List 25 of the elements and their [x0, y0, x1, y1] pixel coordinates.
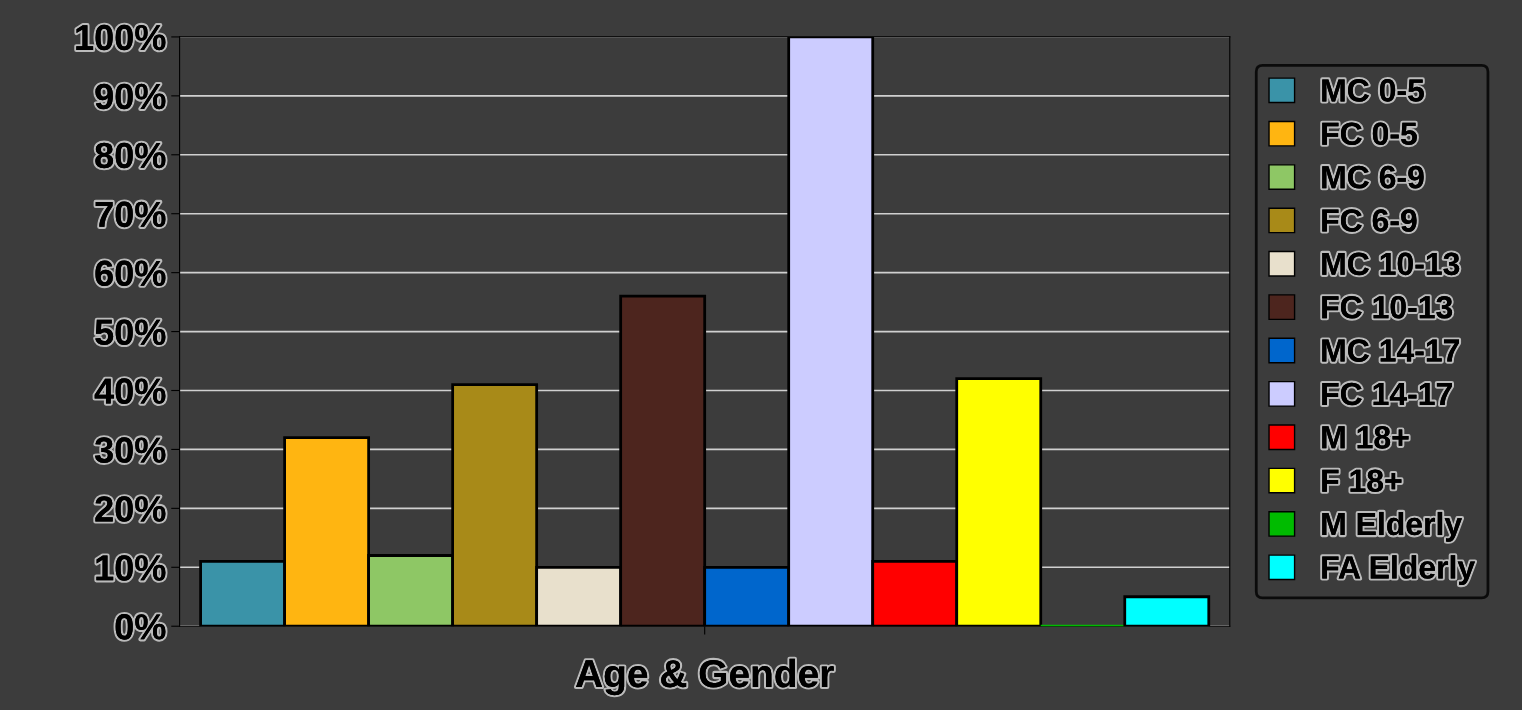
legend-label: M 18+ — [1322, 426, 1409, 449]
y-tick-label: 10% — [96, 555, 166, 581]
y-tick-label: 0% — [115, 614, 166, 640]
y-tick-label: 70% — [95, 201, 166, 228]
legend-label: FC 10-13 — [1322, 295, 1453, 319]
legend-label: FC 6-9 — [1322, 209, 1417, 232]
legend-label: FA Elderly — [1322, 555, 1475, 586]
legend-label: MC 0-5 — [1322, 79, 1424, 102]
y-tick-label: 80% — [95, 142, 166, 169]
legend-label: FC 14-17 — [1322, 382, 1452, 406]
legend-label: FC 0-5 — [1322, 122, 1417, 146]
legend-label: M Elderly — [1322, 511, 1462, 542]
y-tick-label: 90% — [95, 83, 166, 110]
y-tick-label: 100% — [76, 24, 166, 51]
y-tick-label: 40% — [94, 378, 166, 404]
legend-label: MC 10-13 — [1322, 252, 1460, 276]
y-tick-label: 60% — [95, 260, 166, 287]
legend-label: MC 6-9 — [1322, 165, 1424, 189]
legend-label: F 18+ — [1322, 469, 1402, 493]
y-tick-label: 20% — [95, 496, 166, 522]
x-axis-title: Age & Gender — [576, 658, 834, 696]
y-tick-label: 50% — [95, 319, 166, 346]
y-tick-label: 30% — [94, 437, 166, 463]
bar — [1123, 595, 1211, 627]
legend-label: MC 14-17 — [1322, 339, 1459, 362]
